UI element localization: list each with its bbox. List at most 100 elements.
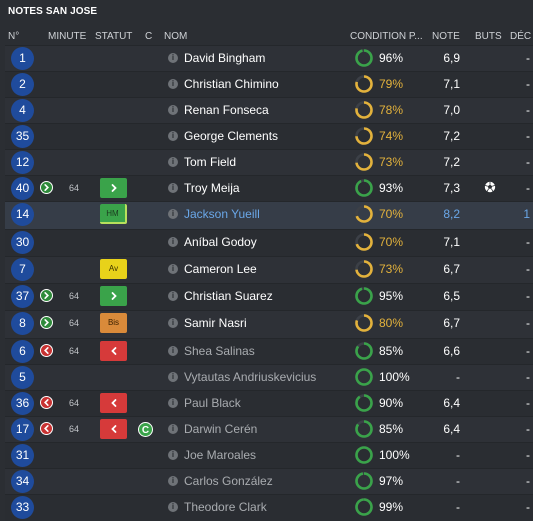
condition-value: 80%	[379, 316, 404, 330]
table-row[interactable]: 30 i Aníbal Godoy 70% 7,1 -	[5, 229, 533, 257]
player-name[interactable]: Cameron Lee	[184, 262, 257, 276]
info-icon[interactable]: i	[168, 105, 178, 115]
dec-value: -	[526, 181, 530, 195]
dec-value: -	[526, 155, 530, 169]
condition-value: 100%	[379, 448, 410, 462]
info-icon[interactable]: i	[168, 157, 178, 167]
table-row[interactable]: 40 64 i Troy Meija 93% 7,3 -	[5, 175, 533, 202]
col-nom[interactable]: NOM	[164, 31, 188, 42]
info-icon[interactable]: i	[168, 264, 178, 274]
condition-ring-icon	[355, 153, 373, 171]
col-condition[interactable]: CONDITION P...	[350, 31, 423, 42]
player-name[interactable]: Paul Black	[184, 396, 241, 410]
condition-ring-icon	[355, 179, 373, 197]
info-icon[interactable]: i	[168, 502, 178, 512]
dec-value: -	[526, 422, 530, 436]
dec-value: -	[526, 77, 530, 91]
sub-minute: 64	[69, 183, 80, 193]
sub-minute: 64	[69, 424, 80, 434]
table-row[interactable]: 6 64 i Shea Salinas 85% 6,6 -	[5, 338, 533, 365]
table-row[interactable]: 1 i David Bingham 96% 6,9 -	[5, 45, 533, 72]
table-row[interactable]: 7 Av i Cameron Lee 73% 6,7 -	[5, 256, 533, 284]
table-row[interactable]: 8 64 Bis i Samir Nasri 80% 6,7 -	[5, 310, 533, 339]
player-name[interactable]: Renan Fonseca	[184, 103, 269, 117]
info-icon[interactable]: i	[168, 476, 178, 486]
table-row[interactable]: 37 64 i Christian Suarez 95% 6,5 -	[5, 283, 533, 311]
table-row[interactable]: 35 i George Clements 74% 7,2 -	[5, 123, 533, 150]
rating-value: 6,6	[443, 344, 460, 358]
info-icon[interactable]: i	[168, 209, 178, 219]
info-icon[interactable]: i	[168, 131, 178, 141]
player-name[interactable]: Troy Meija	[184, 181, 240, 195]
col-num[interactable]: N°	[8, 31, 20, 42]
status-badge: HM	[100, 204, 127, 224]
captain-icon: C	[138, 422, 153, 437]
player-name[interactable]: George Clements	[184, 129, 279, 143]
info-icon[interactable]: i	[168, 291, 178, 301]
sub-out-icon	[40, 344, 53, 357]
condition-ring-icon	[355, 420, 373, 438]
player-name[interactable]: Christian Chimino	[184, 77, 279, 91]
condition-ring-icon	[355, 75, 373, 93]
shirt-number: 8	[11, 312, 34, 335]
player-name[interactable]: Shea Salinas	[184, 344, 255, 358]
info-icon[interactable]: i	[168, 398, 178, 408]
shirt-number: 12	[11, 151, 34, 174]
condition-ring-icon	[355, 205, 373, 223]
shirt-number: 35	[11, 125, 34, 148]
dec-value: -	[526, 235, 530, 249]
player-name[interactable]: Samir Nasri	[184, 316, 247, 330]
shirt-number: 17	[11, 418, 34, 441]
player-name[interactable]: Theodore Clark	[184, 500, 267, 514]
info-icon[interactable]: i	[168, 183, 178, 193]
table-row[interactable]: 12 i Tom Field 73% 7,2 -	[5, 149, 533, 176]
info-icon[interactable]: i	[168, 53, 178, 63]
table-row[interactable]: 36 64 i Paul Black 90% 6,4 -	[5, 390, 533, 417]
condition-ring-icon	[355, 260, 373, 278]
table-row[interactable]: 14 HM i Jackson Yueill 70% 8,2 1	[5, 201, 533, 230]
col-minute[interactable]: MINUTE	[48, 31, 87, 42]
col-captain[interactable]: C	[145, 31, 153, 42]
rating-value: -	[456, 370, 460, 384]
col-note[interactable]: NOTE	[432, 31, 460, 42]
ball-icon	[475, 181, 505, 196]
sub-minute: 64	[69, 398, 80, 408]
table-row[interactable]: 5 i Vytautas Andriuskevicius 100% - -	[5, 364, 533, 391]
condition-value: 97%	[379, 474, 404, 488]
col-buts[interactable]: BUTS	[475, 31, 502, 42]
player-name[interactable]: Aníbal Godoy	[184, 235, 257, 249]
player-name[interactable]: Carlos González	[184, 474, 273, 488]
condition-value: 93%	[379, 181, 404, 195]
table-row[interactable]: 31 i Joe Maroales 100% - -	[5, 442, 533, 469]
col-statut[interactable]: STATUT	[95, 31, 133, 42]
table-row[interactable]: 2 i Christian Chimino 79% 7,1 -	[5, 71, 533, 98]
rating-value: -	[456, 500, 460, 514]
info-icon[interactable]: i	[168, 79, 178, 89]
table-row[interactable]: 33 i Theodore Clark 99% - -	[5, 494, 533, 521]
info-icon[interactable]: i	[168, 424, 178, 434]
rating-value: 7,2	[443, 129, 460, 143]
info-icon[interactable]: i	[168, 318, 178, 328]
sub-out-icon	[40, 422, 53, 435]
player-name[interactable]: Tom Field	[184, 155, 237, 169]
player-name[interactable]: Christian Suarez	[184, 289, 273, 303]
sub-in-icon	[40, 316, 53, 329]
info-icon[interactable]: i	[168, 450, 178, 460]
sub-minute: 64	[69, 318, 80, 328]
table-row[interactable]: 4 i Renan Fonseca 78% 7,0 -	[5, 97, 533, 124]
player-name[interactable]: Darwin Cerén	[184, 422, 258, 436]
shirt-number: 5	[11, 366, 34, 389]
player-name[interactable]: David Bingham	[184, 51, 266, 65]
info-icon[interactable]: i	[168, 372, 178, 382]
info-icon[interactable]: i	[168, 346, 178, 356]
player-name[interactable]: Joe Maroales	[184, 448, 257, 462]
player-name[interactable]: Jackson Yueill	[184, 207, 260, 221]
col-dec[interactable]: DÉC	[510, 31, 532, 42]
table-row[interactable]: 34 i Carlos González 97% - -	[5, 468, 533, 495]
player-name[interactable]: Vytautas Andriuskevicius	[184, 370, 317, 384]
condition-ring-icon	[355, 394, 373, 412]
sub-on-badge-icon	[100, 178, 127, 198]
info-icon[interactable]: i	[168, 237, 178, 247]
condition-value: 95%	[379, 289, 404, 303]
